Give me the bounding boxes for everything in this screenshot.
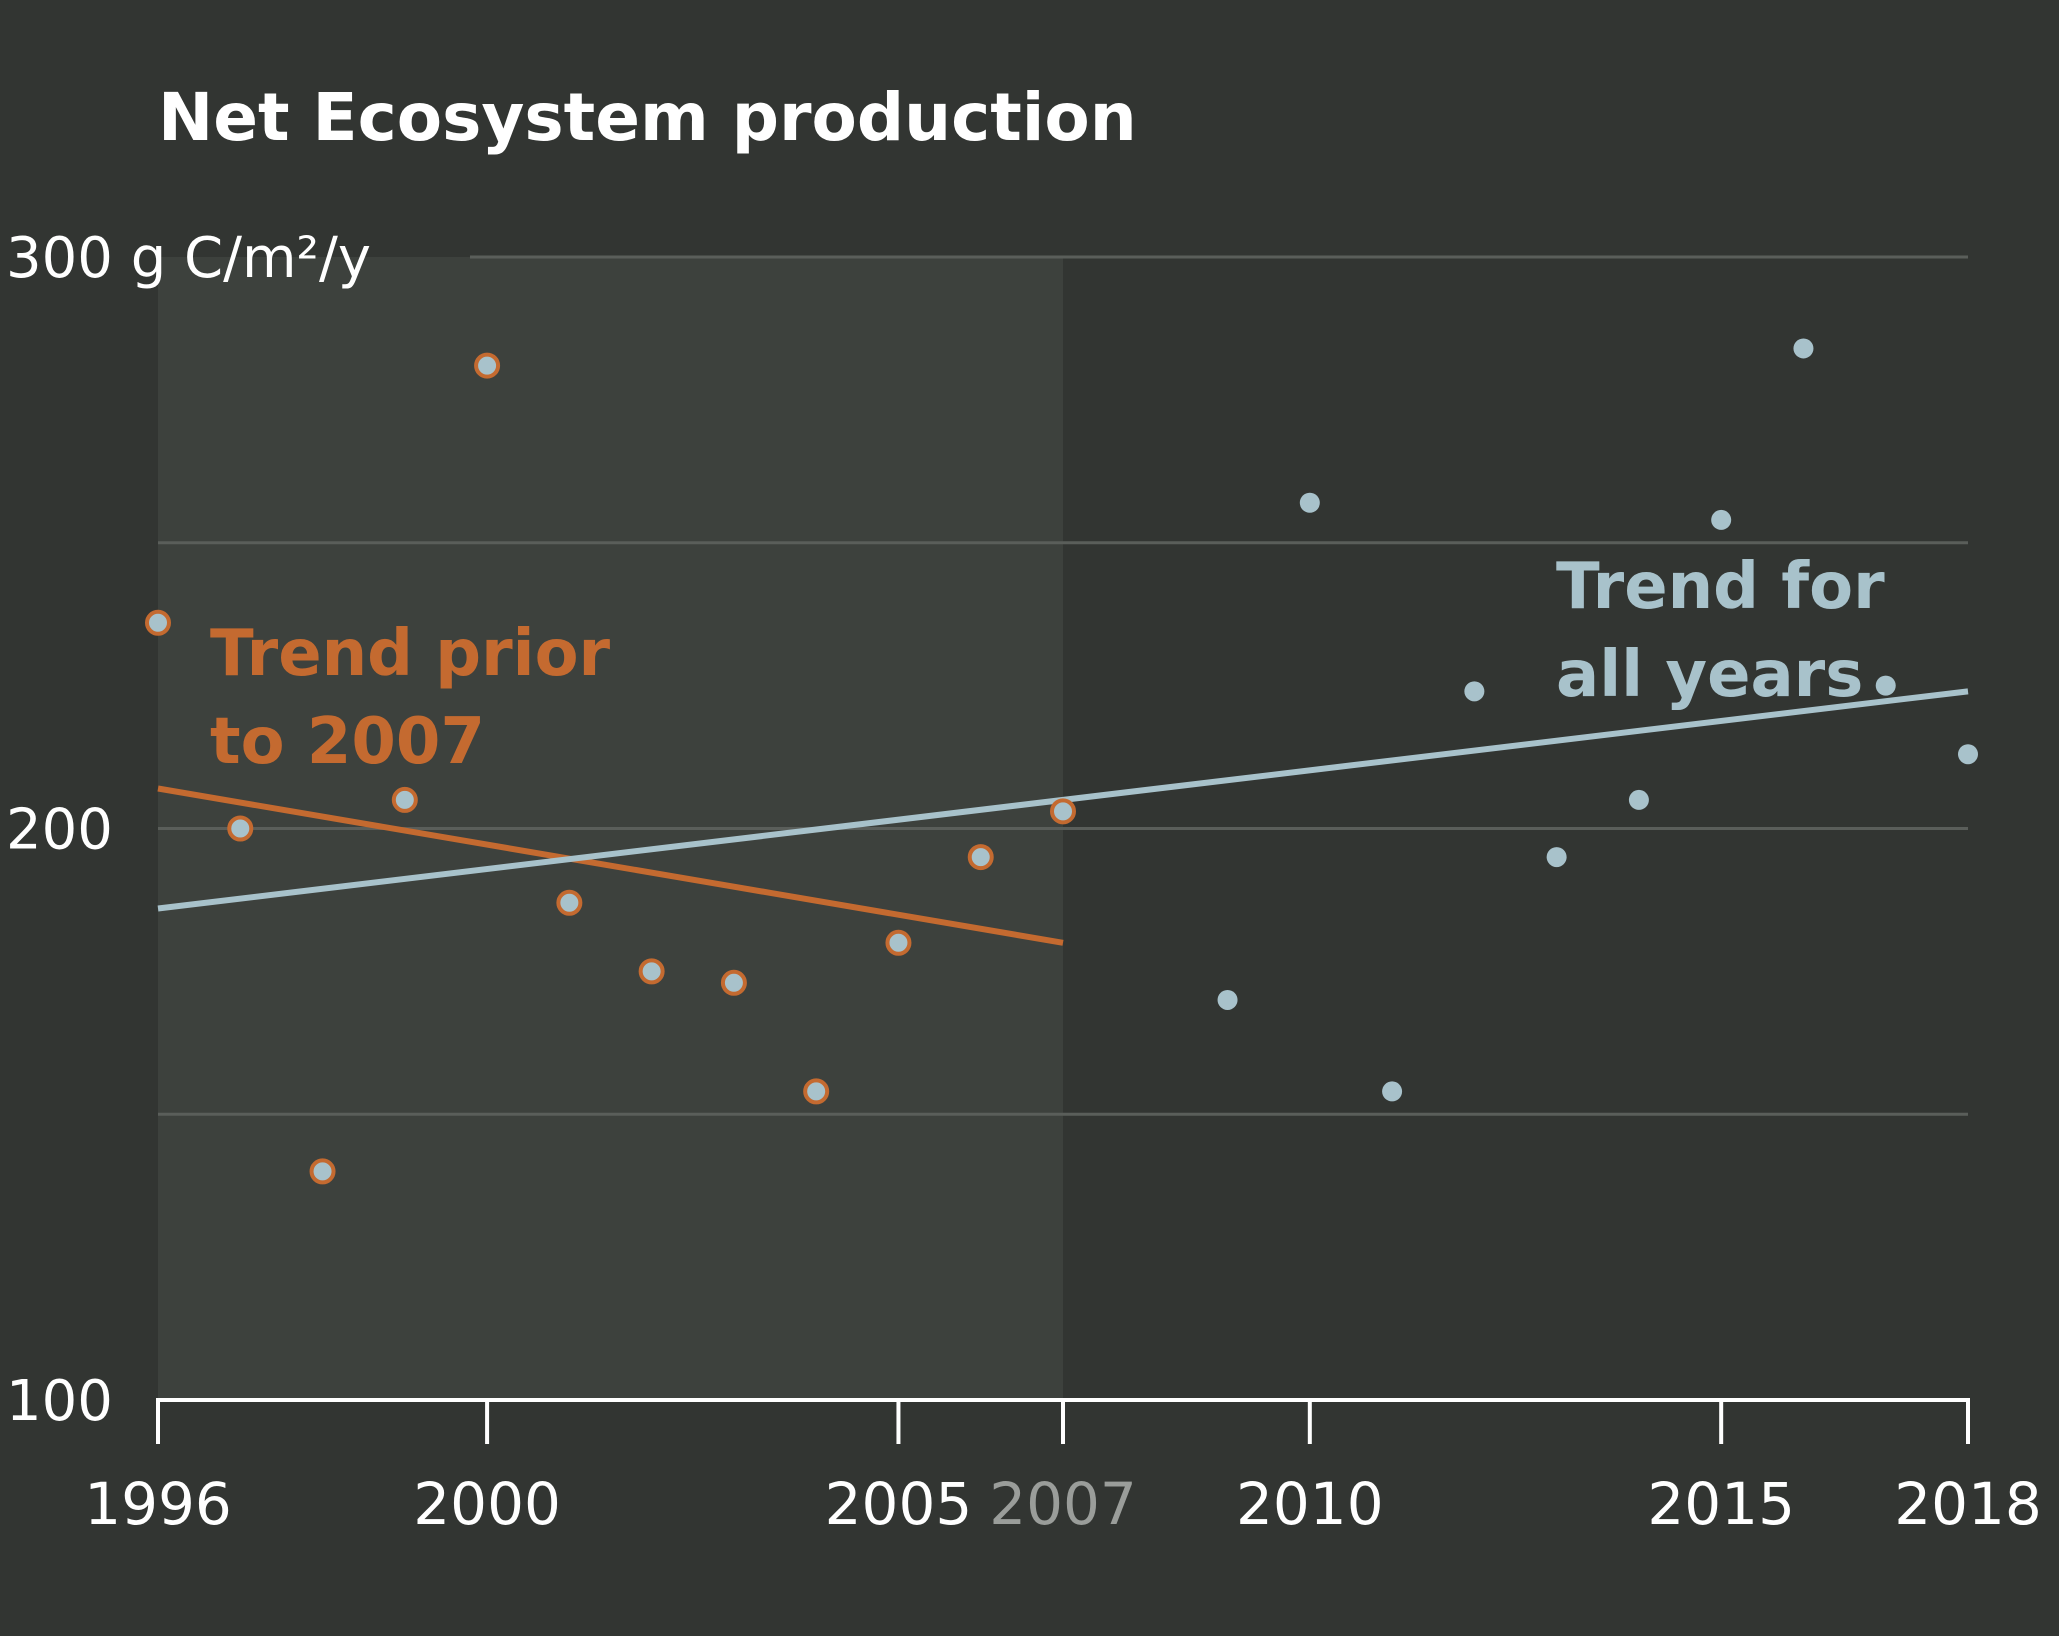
x-tick-label: 2000 [413,1470,561,1538]
data-point [1382,1081,1403,1102]
chart-title: Net Ecosystem production [158,79,1137,156]
data-point [967,844,994,871]
x-axis: 1996 2000 2005 2007 2010 2015 2018 [84,1398,2042,1538]
y-tick-label: 300 g C/m²/y [6,226,371,291]
trend-label: to 2007 [210,705,485,779]
trend-line [157,785,1064,946]
data-point [474,352,501,379]
data-point [803,1078,830,1105]
trend-labels: Trend prior to 2007 Trend for all years [210,550,1885,779]
data-point [1464,681,1485,702]
y-tick-label: 200 [6,798,113,863]
data-point [1050,798,1076,825]
data-point [391,786,418,813]
data-point [1875,675,1896,696]
data-point [1299,492,1320,513]
data-point [309,1158,336,1185]
trend-label: Trend for [1556,550,1885,624]
x-tick-label: 2015 [1647,1470,1795,1538]
x-tick-label: 2018 [1894,1470,2042,1538]
data-point [1793,338,1814,359]
data-point [145,609,171,636]
x-tick-label: 2010 [1236,1470,1384,1538]
data-point [1958,744,1978,765]
data-point [1546,847,1567,868]
data-point [1628,789,1649,810]
data-point [638,958,665,985]
data-point [227,815,254,842]
data-point [1711,509,1732,530]
x-tick-label: 1996 [84,1470,232,1538]
x-tick-label: 2007 [989,1470,1137,1538]
gridlines [158,255,1968,1116]
data-point [1217,989,1238,1010]
data-point [885,929,912,956]
y-axis-tick-labels: 300 g C/m²/y 200 100 [6,226,371,1434]
x-tick-label: 2005 [825,1470,973,1538]
data-points [145,338,1978,1185]
y-tick-label: 100 [6,1369,113,1434]
trend-label: Trend prior [210,617,611,691]
trend-label: all years [1556,638,1863,712]
data-point [720,969,747,996]
data-point [556,889,583,916]
